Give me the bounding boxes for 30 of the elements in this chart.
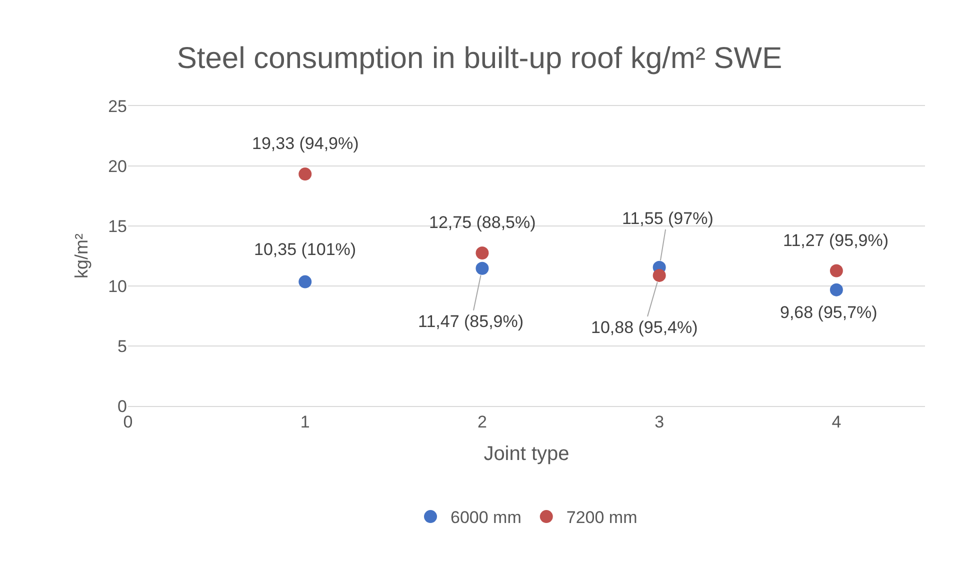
data-label: 19,33 (94,9%) bbox=[252, 134, 359, 153]
point bbox=[476, 262, 489, 275]
point bbox=[298, 275, 312, 288]
data-label: 12,75 (88,5%) bbox=[429, 213, 536, 232]
y-tick-label: 5 bbox=[118, 336, 127, 356]
y-tick-label: 15 bbox=[108, 216, 127, 236]
y-axis-title: kg/m² bbox=[71, 233, 92, 278]
x-tick-label: 2 bbox=[477, 412, 487, 432]
data-label: 10,88 (95,4%) bbox=[591, 318, 698, 337]
x-axis-title: Joint type bbox=[484, 442, 570, 465]
y-tick-label: 20 bbox=[108, 156, 127, 176]
y-tick-label: 25 bbox=[108, 96, 127, 116]
data-label: 11,27 (95,9%) bbox=[783, 231, 889, 250]
data-label: 11,47 (85,9%) bbox=[418, 312, 524, 331]
point bbox=[298, 168, 312, 181]
chart-title: Steel consumption in built-up roof kg/m² SWE bbox=[176, 42, 782, 76]
point bbox=[652, 268, 666, 282]
point bbox=[830, 283, 843, 296]
data-label: 9,68 (95,7%) bbox=[780, 303, 878, 322]
x-tick-label: 3 bbox=[654, 412, 664, 432]
y-tick-label: 0 bbox=[118, 396, 127, 416]
y-tick-label: 10 bbox=[108, 276, 127, 296]
x-tick-label: 1 bbox=[300, 412, 310, 432]
x-tick-label: 4 bbox=[832, 412, 842, 432]
legend-label: 7200 mm bbox=[566, 508, 638, 528]
data-label: 11,55 (97%) bbox=[622, 209, 714, 228]
point bbox=[830, 264, 843, 278]
data-label: 10,35 (101%) bbox=[254, 240, 356, 259]
legend-label: 6000 mm bbox=[450, 508, 522, 528]
point bbox=[476, 246, 489, 260]
